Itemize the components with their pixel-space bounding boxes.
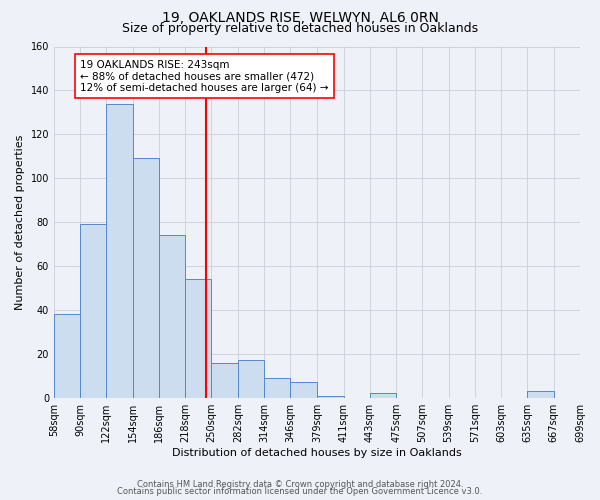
Text: Contains HM Land Registry data © Crown copyright and database right 2024.: Contains HM Land Registry data © Crown c… (137, 480, 463, 489)
Bar (185, 279, 211, 398)
Text: 19, OAKLANDS RISE, WELWYN, AL6 0RN: 19, OAKLANDS RISE, WELWYN, AL6 0RN (161, 11, 439, 25)
Bar (317, 396, 344, 398)
Bar (80, 224, 106, 398)
Bar (527, 391, 554, 398)
Bar (54, 314, 80, 398)
Bar (264, 378, 290, 398)
Bar (238, 360, 264, 398)
Bar (370, 394, 396, 398)
Bar (159, 236, 185, 398)
Text: Contains public sector information licensed under the Open Government Licence v3: Contains public sector information licen… (118, 487, 482, 496)
Bar (211, 362, 238, 398)
Text: 19 OAKLANDS RISE: 243sqm
← 88% of detached houses are smaller (472)
12% of semi-: 19 OAKLANDS RISE: 243sqm ← 88% of detach… (80, 60, 329, 93)
Bar (133, 158, 159, 398)
Bar (106, 104, 133, 398)
Bar (290, 382, 317, 398)
Y-axis label: Number of detached properties: Number of detached properties (15, 134, 25, 310)
Bar (580, 394, 600, 398)
X-axis label: Distribution of detached houses by size in Oaklands: Distribution of detached houses by size … (172, 448, 462, 458)
Text: Size of property relative to detached houses in Oaklands: Size of property relative to detached ho… (122, 22, 478, 35)
